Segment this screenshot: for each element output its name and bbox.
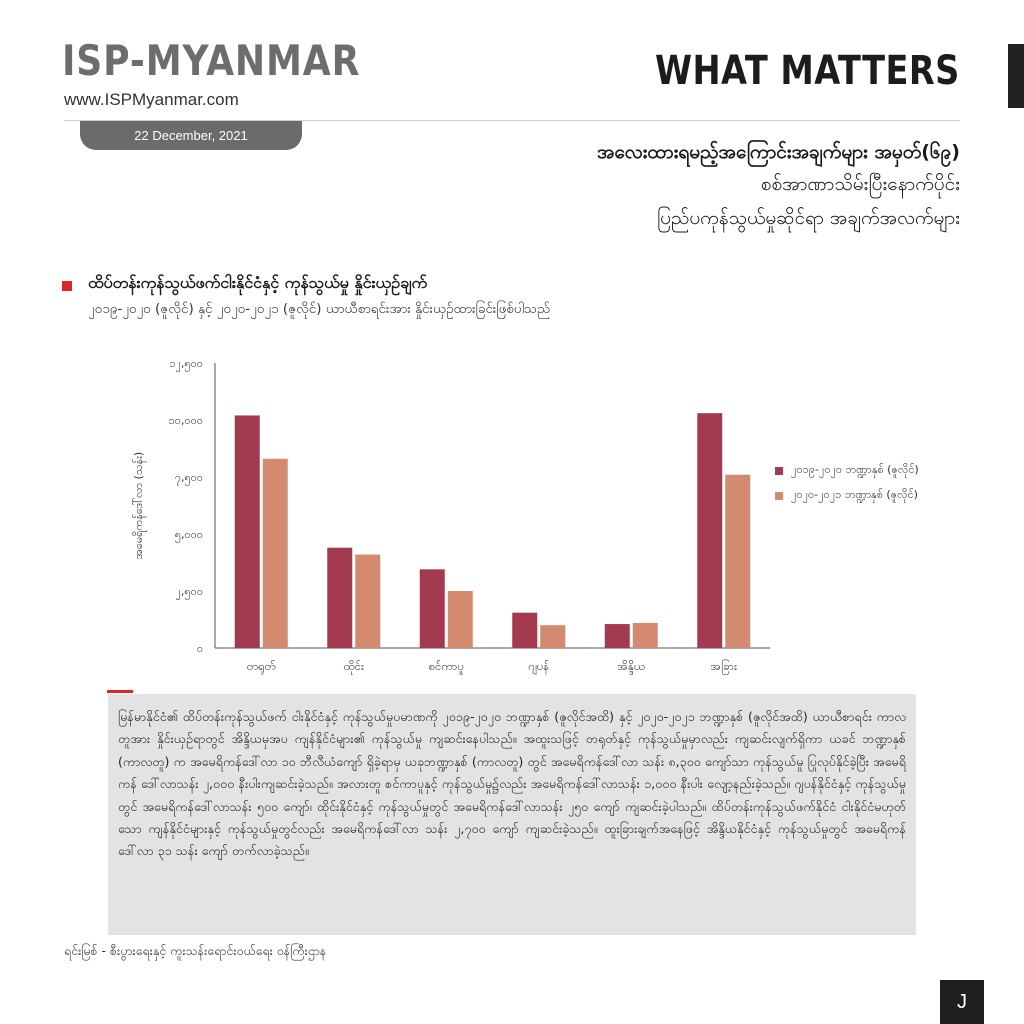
legend-label: ၂၀၁၉-၂၀၂၀ ဘဏ္ဍာနှစ် (ဇူလိုင်) bbox=[791, 463, 919, 476]
y-tick-label: ၁၂,၅၀၀ bbox=[169, 357, 203, 372]
y-tick-label: ၀ bbox=[197, 642, 203, 655]
brand-logo: ISP-MYANMAR bbox=[62, 36, 361, 85]
accent-line bbox=[107, 690, 133, 693]
page-subtitle-1: စစ်အာဏာသိမ်းပြီးနောက်ပိုင်း bbox=[760, 173, 960, 195]
bar-2-4 bbox=[632, 622, 658, 648]
y-tick-label: ၂,၅၀၀ bbox=[176, 585, 203, 600]
section-label: WHAT MATTERS bbox=[655, 48, 960, 94]
page-title: အလေးထားရမည့်အကြောင်းအချက်များ အမှတ်(၆၉) bbox=[597, 141, 960, 163]
body-text: မြန်မာနိုင်ငံ၏ ထိပ်တန်းကုန်သွယ်ဖက် ငါးနိ… bbox=[108, 694, 916, 935]
legend-item-series-1: ၂၀၁၉-၂၀၂၀ ဘဏ္ဍာနှစ် (ဇူလိုင်) bbox=[775, 463, 919, 479]
bar-2-1 bbox=[355, 554, 381, 648]
x-tick-label: တရုတ် bbox=[247, 659, 276, 675]
legend-swatch bbox=[775, 467, 783, 475]
bar-2-5 bbox=[725, 474, 751, 648]
chart-legend: ၂၀၁၉-၂၀၂၀ ဘဏ္ဍာနှစ် (ဇူလိုင်) ၂၀၂၀-၂၀၂၁ … bbox=[775, 463, 919, 513]
legend-item-series-2: ၂၀၂၀-၂၀၂၁ ဘဏ္ဍာနှစ် (ဇူလိုင်) bbox=[775, 488, 919, 504]
x-tick-label: ဂျပန် bbox=[528, 659, 549, 675]
page-badge: J bbox=[940, 980, 984, 1024]
legend-label: ၂၀၂၀-၂၀၂၁ ဘဏ္ဍာနှစ် (ဇူလိုင်) bbox=[791, 488, 918, 501]
bar-2-2 bbox=[447, 591, 473, 648]
bar-2-3 bbox=[540, 625, 566, 648]
bar-chart: ၀ ၂,၅၀၀ ၅,၀၀၀ ၇,၅၀၀ ၁၀,၀၀၀ ၁၂,၅၀၀အမေရိကန်ဒေါ်… bbox=[120, 340, 960, 690]
x-tick-label: အိန္ဒိယ bbox=[617, 659, 645, 675]
chart-svg: ၀ ၂,၅၀၀ ၅,၀၀၀ ၇,၅၀၀ ၁၀,၀၀၀ ၁၂,၅၀၀အမေရိကန်ဒေါ်… bbox=[132, 357, 770, 675]
bar-1-0 bbox=[234, 415, 260, 648]
legend-swatch bbox=[775, 492, 783, 500]
header-divider bbox=[64, 120, 960, 121]
y-tick-label: ၁၀,၀၀၀ bbox=[169, 414, 203, 427]
page-subtitle-2: ပြည်ပကုန်သွယ်မှုဆိုင်ရာ အချက်အလက်များ bbox=[656, 207, 960, 229]
website-url[interactable]: www.ISPMyanmar.com bbox=[64, 90, 239, 109]
x-tick-label: အခြား bbox=[710, 659, 737, 675]
bar-1-3 bbox=[512, 612, 538, 648]
y-tick-label: ၇,၅၀၀ bbox=[175, 471, 203, 486]
date-badge: 22 December, 2021 bbox=[80, 121, 302, 150]
x-tick-label: ထိုင်း bbox=[344, 659, 364, 675]
section-marker bbox=[62, 281, 72, 291]
section-title: ထိပ်တန်းကုန်သွယ်ဖက်ငါးနိုင်ငံနှင့် ကုန်သ… bbox=[88, 273, 428, 292]
corner-bar bbox=[1008, 44, 1024, 108]
y-axis-label: အမေရိကန်ဒေါ်လာ (သန်း) bbox=[132, 452, 147, 559]
source-note: ရင်းမြစ် - စီးပွားရေးနှင့် ကူးသန်းရောင်း… bbox=[64, 943, 327, 958]
y-tick-label: ၅,၀၀၀ bbox=[175, 528, 203, 543]
section-subtitle: ၂၀၁၉-၂၀၂၀ (ဇူလိုင်) နှင့် ၂၀၂၀-၂၀၂၁ (ဇူလ… bbox=[88, 301, 551, 317]
bar-1-4 bbox=[604, 624, 630, 648]
bar-1-5 bbox=[697, 413, 723, 648]
bar-1-2 bbox=[419, 569, 445, 648]
x-tick-label: စင်ကာပူ bbox=[429, 659, 464, 675]
bar-1-1 bbox=[327, 547, 353, 648]
bar-2-0 bbox=[262, 458, 288, 648]
